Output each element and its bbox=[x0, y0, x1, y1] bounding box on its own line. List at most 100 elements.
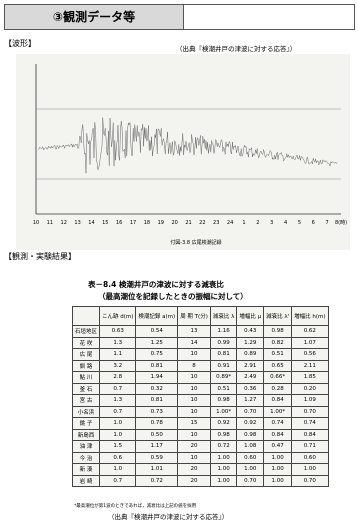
table-row: 広 尾1.10.75100.810.890.510.56 bbox=[73, 349, 329, 361]
table-cell: 1.00 bbox=[210, 475, 237, 487]
table-cell: 1.3 bbox=[100, 337, 136, 349]
column-header: 検潮記録 a(m) bbox=[136, 307, 178, 326]
footnote: *最高潮位が第1波のときであれば，減衰比は上記の値を採用 bbox=[74, 503, 196, 509]
x-tick-label: 24 bbox=[227, 220, 233, 226]
column-header: こん跡 d(m) bbox=[100, 307, 136, 326]
x-tick-label: 18 bbox=[144, 220, 150, 226]
table-cell: 14 bbox=[178, 337, 211, 349]
source: （出典『検潮井戸の津波に対する応答』） bbox=[176, 43, 296, 53]
table-cell: 3.2 bbox=[100, 360, 136, 372]
x-tick-label: 19 bbox=[158, 220, 164, 226]
table-cell: 0.56 bbox=[292, 349, 328, 361]
table-cell: 0.6 bbox=[100, 452, 136, 464]
table-cell: 0.78 bbox=[136, 418, 178, 430]
table-cell: 銚 子 bbox=[73, 418, 100, 430]
x-tick-label: 16 bbox=[116, 220, 122, 226]
table-cell: 10 bbox=[178, 349, 211, 361]
table-cell: 2.49 bbox=[237, 372, 264, 384]
table-cell: 0.7 bbox=[100, 406, 136, 418]
x-tick-label: 2 bbox=[256, 220, 259, 226]
table-cell: 1.16 bbox=[210, 326, 237, 338]
table-cell: 0.98 bbox=[264, 326, 292, 338]
section-heading: 【波形】 bbox=[4, 38, 36, 49]
table-cell: 0.59 bbox=[136, 452, 178, 464]
column-header: 減衰比 λ' bbox=[264, 307, 292, 326]
table-cell: 岩 崎 bbox=[73, 475, 100, 487]
table-cell: 0.84 bbox=[264, 429, 292, 441]
table-cell: 釧 路 bbox=[73, 360, 100, 372]
table-cell: 1.00 bbox=[264, 464, 292, 476]
table-cell: 0.98 bbox=[237, 429, 264, 441]
x-tick-label: 7 bbox=[326, 220, 329, 226]
source: （出典『検潮井戸の津波に対する応答』） bbox=[108, 511, 228, 521]
table-cell: 0.71 bbox=[292, 441, 328, 453]
table-cell: 0.70 bbox=[292, 406, 328, 418]
table-cell: 小名浜 bbox=[73, 406, 100, 418]
column-header bbox=[73, 307, 100, 326]
table-cell: 0.98 bbox=[210, 395, 237, 407]
x-tick-label: 8(時) bbox=[335, 220, 347, 226]
table-cell: 0.72 bbox=[136, 475, 178, 487]
table-cell: 1.1 bbox=[100, 349, 136, 361]
table-cell: 釜 石 bbox=[73, 383, 100, 395]
column-header: 周 期 T(分) bbox=[178, 307, 211, 326]
table-cell: 0.70 bbox=[237, 475, 264, 487]
table-cell: 8 bbox=[178, 360, 211, 372]
table-cell: 1.01 bbox=[136, 464, 178, 476]
table-cell: 0.72 bbox=[210, 441, 237, 453]
table-cell: 0.91 bbox=[210, 360, 237, 372]
table-cell: 10 bbox=[178, 372, 211, 384]
table-cell: 0.99 bbox=[210, 337, 237, 349]
table-cell: 0.82 bbox=[264, 337, 292, 349]
table-cell: 10 bbox=[178, 383, 211, 395]
table-cell: 10 bbox=[178, 452, 211, 464]
table-cell: 1.3 bbox=[100, 395, 136, 407]
table-cell: 0.7 bbox=[100, 475, 136, 487]
table-cell: 0.84 bbox=[264, 395, 292, 407]
table-cell: 1.08 bbox=[237, 441, 264, 453]
table-cell: 20 bbox=[178, 464, 211, 476]
table-cell: 0.51 bbox=[264, 349, 292, 361]
x-tick-label: 6 bbox=[312, 220, 315, 226]
table-subtitle: （最高潮位を記録したときの振幅に対して） bbox=[98, 291, 248, 302]
table-cell: 2.8 bbox=[100, 372, 136, 384]
table-cell: 2.11 bbox=[292, 360, 328, 372]
table-cell: 1.0 bbox=[100, 429, 136, 441]
column-header: 減衰比 λ bbox=[210, 307, 237, 326]
table-cell: 10 bbox=[178, 429, 211, 441]
table-cell: 0.73 bbox=[136, 406, 178, 418]
table-cell: 0.7 bbox=[100, 383, 136, 395]
table-cell: 1.27 bbox=[237, 395, 264, 407]
table-cell: 今 治 bbox=[73, 452, 100, 464]
table-cell: 0.66* bbox=[264, 372, 292, 384]
table-cell: 0.92 bbox=[210, 418, 237, 430]
table-cell: 0.63 bbox=[100, 326, 136, 338]
table-cell: 0.81 bbox=[210, 349, 237, 361]
table-cell: 1.00* bbox=[264, 406, 292, 418]
column-header: 増幅比 h(m) bbox=[292, 307, 328, 326]
table-row: 新島西1.00.50100.980.980.840.84 bbox=[73, 429, 329, 441]
table-cell: 0.89 bbox=[237, 349, 264, 361]
table-cell: 新島西 bbox=[73, 429, 100, 441]
table-cell: 0.51 bbox=[210, 383, 237, 395]
table-cell: 2.91 bbox=[237, 360, 264, 372]
table-cell: 1.85 bbox=[292, 372, 328, 384]
table-cell: 鮎 川 bbox=[73, 372, 100, 384]
table-cell: 0.32 bbox=[136, 383, 178, 395]
table-cell: 1.00 bbox=[264, 475, 292, 487]
table-cell: 0.89* bbox=[210, 372, 237, 384]
table-cell: 0.81 bbox=[136, 395, 178, 407]
x-tick-label: 14 bbox=[88, 220, 94, 226]
table-cell: 1.00 bbox=[264, 452, 292, 464]
table-cell: 20 bbox=[178, 441, 211, 453]
table-cell: 0.28 bbox=[264, 383, 292, 395]
table-cell: 0.62 bbox=[292, 326, 328, 338]
table-cell: 広 尾 bbox=[73, 349, 100, 361]
